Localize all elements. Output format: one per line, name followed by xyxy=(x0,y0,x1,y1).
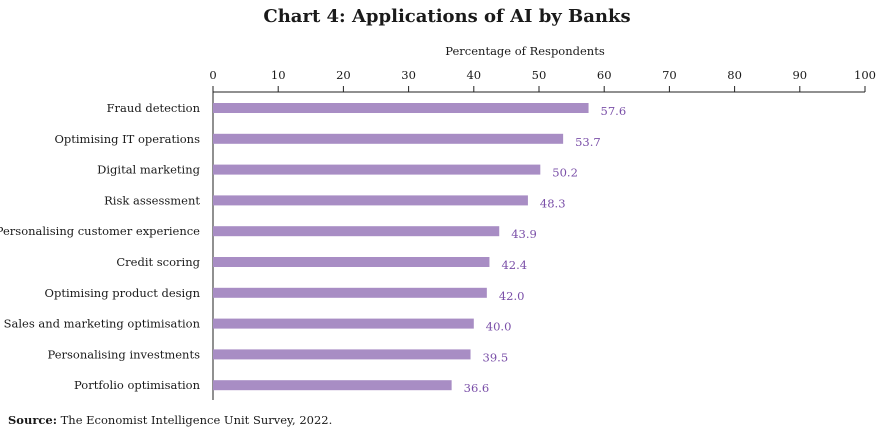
category-label: Digital marketing xyxy=(97,163,200,177)
value-label: 39.5 xyxy=(483,350,509,364)
x-tick-label: 30 xyxy=(401,68,416,82)
x-tick-label: 70 xyxy=(662,68,677,82)
x-tick-label: 10 xyxy=(271,68,286,82)
value-label: 48.3 xyxy=(540,196,566,210)
value-label: 57.6 xyxy=(601,104,627,118)
category-label: Portfolio optimisation xyxy=(74,378,201,392)
category-label: Optimising IT operations xyxy=(54,132,200,146)
source-label: Source: xyxy=(8,413,57,427)
bar xyxy=(213,164,541,175)
x-tick-label: 100 xyxy=(854,68,876,82)
value-label: 43.9 xyxy=(511,227,537,241)
category-label: Credit scoring xyxy=(116,255,200,269)
category-label: Personalising customer experience xyxy=(0,224,200,238)
category-label: Personalising investments xyxy=(47,347,200,361)
bar xyxy=(213,226,500,237)
bars: Fraud detection 57.6 Optimising IT operati… xyxy=(0,101,626,395)
source-note: Source: The Economist Intelligence Unit … xyxy=(8,413,332,427)
x-tick-label: 50 xyxy=(532,68,547,82)
bar xyxy=(213,133,564,144)
bar xyxy=(213,195,528,206)
x-tick-label: 80 xyxy=(727,68,742,82)
x-tick-label: 20 xyxy=(336,68,351,82)
category-label: Sales and marketing optimisation xyxy=(4,317,201,331)
bar xyxy=(213,103,589,113)
bar xyxy=(213,257,490,267)
category-label: Risk assessment xyxy=(104,193,200,207)
bar xyxy=(213,349,471,360)
category-label: Fraud detection xyxy=(107,101,201,115)
bar xyxy=(213,287,487,298)
value-label: 53.7 xyxy=(575,135,601,149)
value-label: 40.0 xyxy=(486,320,512,334)
x-tick-label: 60 xyxy=(597,68,612,82)
category-label: Optimising product design xyxy=(45,286,201,300)
chart-title: Chart 4: Applications of AI by Banks xyxy=(263,6,631,27)
x-axis-title: Percentage of Respondents xyxy=(445,44,605,58)
x-tick-label: 40 xyxy=(466,68,481,82)
source-text: The Economist Intelligence Unit Survey, … xyxy=(60,413,333,427)
x-tick-label: 90 xyxy=(792,68,807,82)
x-tick-label: 0 xyxy=(209,68,216,82)
value-label: 42.0 xyxy=(499,289,525,303)
value-label: 50.2 xyxy=(552,166,578,180)
value-label: 42.4 xyxy=(501,258,527,272)
x-axis-ticks: 0 10 20 30 40 50 60 70 80 90 100 xyxy=(209,68,876,92)
bar xyxy=(213,380,452,391)
value-label: 36.6 xyxy=(464,381,490,395)
bar xyxy=(213,318,474,329)
